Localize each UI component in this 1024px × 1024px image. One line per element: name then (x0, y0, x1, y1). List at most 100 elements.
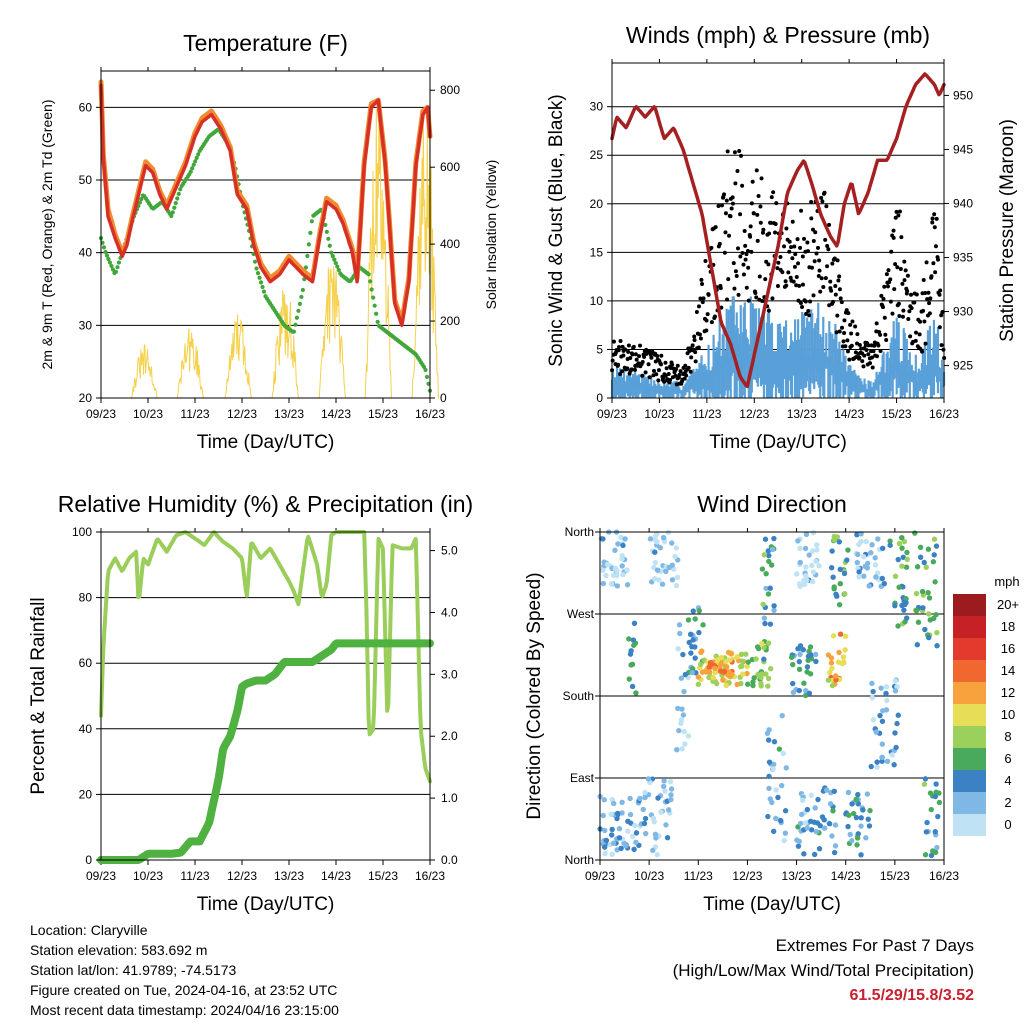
direction-point-10 (627, 811, 634, 818)
dewpoint-point-132 (296, 308, 301, 313)
insolation-day-3 (271, 290, 299, 399)
gust-point-237 (761, 227, 766, 232)
direction-point-423 (803, 573, 809, 579)
gust-point-429 (884, 338, 889, 343)
direction-point-362 (771, 761, 777, 768)
direction-point-212 (682, 671, 689, 678)
gust-point-436 (888, 299, 893, 304)
direction-point-617 (869, 680, 875, 687)
gust-point-476 (914, 330, 919, 335)
gust-point-384 (855, 332, 860, 337)
dewpoint-point-179 (366, 272, 371, 277)
gust-point-282 (790, 256, 795, 261)
direction-point-98 (628, 662, 634, 668)
x-tick-label-1-7: 16/23 (929, 407, 959, 421)
direction-point-674 (931, 536, 938, 542)
gust-point-506 (933, 270, 938, 275)
direction-point-215 (690, 637, 696, 643)
colorbar-label-1: 18 (1001, 619, 1015, 634)
gust-point-318 (813, 230, 818, 235)
direction-point-264 (695, 674, 702, 680)
dewpoint-point-141 (309, 219, 314, 224)
gust-point-187 (729, 206, 734, 211)
dewpoint-point-6 (107, 260, 113, 265)
colorbar-label-0: 20+ (997, 597, 1019, 612)
direction-point-338 (766, 552, 772, 559)
direction-point-475 (826, 821, 833, 827)
chart-title-1: Winds (mph) & Pressure (mb) (626, 22, 930, 48)
direction-point-687 (914, 641, 921, 648)
direction-point-479 (819, 814, 826, 820)
gust-point-348 (832, 256, 837, 261)
gust-point-172 (720, 203, 725, 208)
y-axis-label-3: Direction (Colored By Speed) (524, 572, 545, 819)
direction-point-518 (840, 654, 847, 660)
direction-point-434 (806, 552, 812, 558)
direction-point-336 (759, 566, 766, 572)
temp-2m-line (99, 83, 432, 328)
y-tick-label-0-4: 60 (79, 100, 93, 114)
gust-point-124 (689, 355, 694, 360)
direction-point-634 (884, 697, 890, 704)
gust-point-293 (797, 283, 802, 288)
gust-point-3 (611, 339, 616, 344)
gust-point-32 (630, 352, 635, 357)
gust-point-317 (812, 259, 817, 264)
gust-point-452 (898, 266, 903, 271)
gust-point-141 (700, 282, 705, 287)
direction-point-36 (623, 843, 629, 849)
gust-point-283 (790, 219, 795, 224)
gust-point-424 (880, 305, 885, 310)
direction-point-692 (921, 559, 927, 566)
direction-point-486 (796, 838, 803, 845)
direction-point-716 (928, 852, 935, 859)
gust-point-457 (902, 259, 907, 264)
chart-title-3: Wind Direction (697, 491, 847, 517)
dewpoint-point-61 (190, 166, 195, 171)
gust-point-505 (932, 225, 937, 230)
gust-point-213 (746, 265, 751, 270)
gust-point-376 (850, 319, 855, 324)
gust-point-510 (936, 257, 941, 262)
footer-latlon: Station lat/lon: 41.9789; -74.5173 (30, 962, 237, 978)
gust-point-220 (750, 179, 755, 184)
gust-point-456 (901, 308, 906, 313)
gust-point-519 (941, 347, 946, 352)
gust-point-500 (929, 274, 934, 279)
y-tick-label-0-3: 50 (79, 173, 93, 187)
gust-point-43 (638, 343, 643, 348)
direction-point-639 (879, 741, 886, 747)
direction-point-95 (626, 636, 632, 642)
direction-point-673 (903, 599, 909, 606)
dewpoint-point-180 (368, 279, 373, 284)
direction-point-455 (832, 822, 839, 828)
gust-point-485 (920, 349, 925, 354)
direction-point-708 (919, 588, 926, 595)
gust-point-192 (732, 150, 737, 155)
y-tick-label-2-1: 20 (79, 787, 93, 801)
extremes-values: 61.5/29/15.8/3.52 (849, 987, 974, 1004)
direction-point-571 (849, 837, 855, 844)
gust-point-214 (746, 298, 751, 303)
direction-point-122 (642, 789, 648, 796)
x-tick-label-2-0: 09/23 (86, 869, 116, 883)
direction-point-490 (804, 825, 810, 831)
gust-point-151 (706, 292, 711, 297)
gust-point-114 (683, 363, 688, 368)
plot-border-2 (100, 531, 431, 861)
direction-point-392 (790, 680, 796, 687)
gust-point-296 (799, 208, 804, 213)
direction-point-304 (714, 657, 721, 663)
gust-point-454 (900, 281, 905, 286)
direction-point-520 (837, 581, 844, 587)
dewpoint-point-150 (323, 222, 328, 228)
direction-point-60 (618, 534, 624, 541)
direction-point-97 (633, 690, 639, 696)
direction-point-351 (769, 546, 776, 553)
gust-point-259 (775, 284, 780, 289)
y-tick-label-2-2: 40 (79, 722, 93, 736)
direction-point-34 (600, 812, 606, 819)
direction-point-303 (727, 657, 733, 663)
gust-point-77 (659, 353, 664, 358)
dewpoint-point-4 (104, 253, 110, 258)
